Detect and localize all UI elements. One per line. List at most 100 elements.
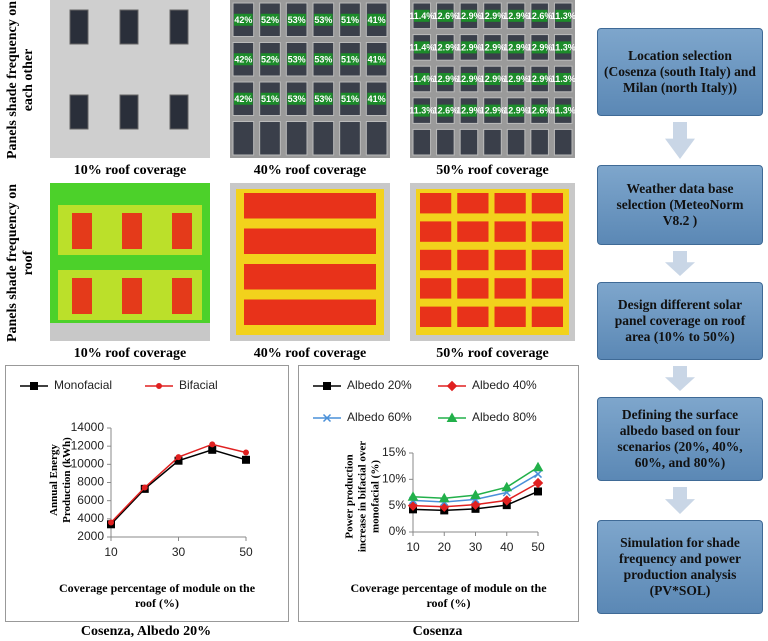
image-canvas: 11.4%12.6%12.9%12.9%12.9%12.6%11.3%11.4%… — [409, 0, 576, 158]
shade-hot — [457, 221, 489, 242]
image: 42% 52% 53% 53% 51% 41% 42% 52% 53% 53% 51% 41% 42% 5… — [230, 0, 390, 158]
x-tick-label: 20 — [438, 540, 452, 554]
shade-hot — [420, 278, 452, 299]
panel-label: 53% — [288, 94, 306, 104]
marker — [30, 382, 38, 390]
label-bg — [461, 9, 477, 22]
image-canvas — [230, 183, 390, 341]
image-caption: 40% roof coverage — [253, 346, 367, 361]
label-bg — [461, 41, 477, 54]
marker — [470, 489, 481, 500]
row-label: Panels shade frequency on each other — [5, 0, 36, 160]
shade-hot — [531, 193, 563, 214]
marker — [438, 492, 450, 503]
solar-panel — [69, 9, 89, 45]
label-bg — [367, 53, 386, 66]
flow-arrow — [665, 366, 695, 391]
shade-hot — [420, 306, 452, 327]
chart-caption: Cosenza — [412, 624, 463, 639]
y-tick-label: 6000 — [77, 493, 104, 507]
label-bg — [414, 73, 430, 85]
label-bg — [531, 73, 548, 85]
marker — [532, 477, 544, 489]
x-tick-label: 10 — [104, 545, 118, 559]
x-tick-label: 50 — [239, 545, 253, 559]
panel-label: 51% — [261, 94, 279, 104]
marker — [532, 461, 544, 472]
image-caption: 10% roof coverage — [73, 163, 187, 178]
marker — [323, 382, 331, 390]
shade-hot — [494, 221, 526, 242]
flow-step: Defining the surface albedo based on fou… — [597, 397, 763, 481]
legend-label: Bifacial — [179, 378, 218, 392]
chart-canvas: 0% 5% 10% 15% 10 20 30 40 50 Albedo 20% Albedo 40%… — [313, 378, 545, 554]
marker — [446, 412, 458, 422]
panel-label: 12.9% — [503, 106, 529, 116]
y-axis-label: Power production increase in bifacial ov… — [343, 440, 382, 552]
arrow-shape — [665, 122, 695, 159]
label-bg — [555, 9, 571, 22]
flow-step: Simulation for shade frequency and power… — [597, 520, 763, 614]
image: 11.4% 12.6% 12.9% 12.9% 12.9% 12.6% 11.3% 11.4%… — [409, 0, 576, 158]
x-tick-label: 50 — [531, 540, 545, 554]
panel-label: 11.3% — [410, 106, 434, 116]
marker — [175, 454, 182, 461]
shade-hot — [457, 278, 489, 299]
flow-step: Design different solar panel coverage on… — [597, 282, 763, 360]
label-bg — [484, 9, 501, 22]
panel-label: 42% — [234, 54, 252, 64]
solar-panel — [530, 128, 549, 156]
arrow-head — [665, 487, 695, 514]
solar-panel — [459, 128, 479, 156]
y-tick-label: 4000 — [77, 511, 104, 525]
label-bg — [484, 41, 501, 54]
label-bg — [287, 13, 306, 26]
label-bg — [508, 73, 524, 85]
image-canvas — [50, 183, 210, 341]
shade-hot — [457, 306, 489, 327]
panel-label: 42% — [234, 15, 252, 25]
panel-label: 53% — [314, 15, 332, 25]
panel-label: 12.9% — [480, 74, 506, 84]
label-bg — [260, 92, 280, 105]
panel-label: 12.9% — [480, 11, 506, 21]
legend-label: Monofacial — [54, 378, 112, 392]
arrow-head — [665, 251, 695, 276]
shade-hot — [172, 213, 192, 249]
shade-hot — [531, 278, 563, 299]
panel-label: 11.3% — [551, 74, 575, 84]
marker — [141, 484, 148, 491]
solar-panel — [436, 128, 455, 156]
label-bg — [484, 73, 501, 85]
shade-hot — [420, 221, 452, 242]
panel-label: 51% — [341, 94, 359, 104]
label-bg — [508, 9, 524, 22]
shade-hot — [494, 193, 526, 214]
x-tick-label: 30 — [172, 545, 186, 559]
shade-hot — [531, 306, 563, 327]
panel-label: 41% — [368, 54, 386, 64]
label-bg — [531, 41, 548, 54]
label-bg — [414, 41, 430, 54]
panel-label: 11.4% — [410, 74, 434, 84]
arrow-head — [665, 122, 695, 159]
label-bg — [314, 53, 333, 66]
chart: 0% 5% 10% 15% 10 20 30 40 50 Albedo 20% Albedo 40%… — [298, 365, 579, 622]
solar-panel — [119, 94, 139, 130]
image-caption: 40% roof coverage — [253, 163, 367, 178]
label-bg — [340, 92, 360, 105]
panel-label: 12.9% — [456, 106, 482, 116]
marker — [243, 449, 249, 456]
roof-edge — [50, 323, 210, 341]
flow-arrow — [665, 122, 695, 159]
shade-hot — [72, 278, 92, 314]
label-bg — [234, 13, 253, 26]
solar-panel — [169, 94, 189, 130]
image — [410, 183, 575, 341]
label-bg — [234, 92, 253, 105]
y-tick-label: 0% — [389, 524, 407, 538]
solar-panel — [365, 121, 388, 156]
shade-hot — [531, 221, 563, 242]
image — [50, 183, 210, 341]
